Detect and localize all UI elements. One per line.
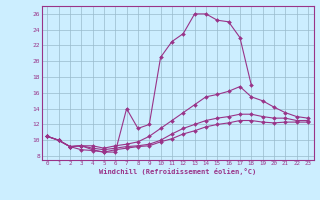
X-axis label: Windchill (Refroidissement éolien,°C): Windchill (Refroidissement éolien,°C) (99, 168, 256, 175)
